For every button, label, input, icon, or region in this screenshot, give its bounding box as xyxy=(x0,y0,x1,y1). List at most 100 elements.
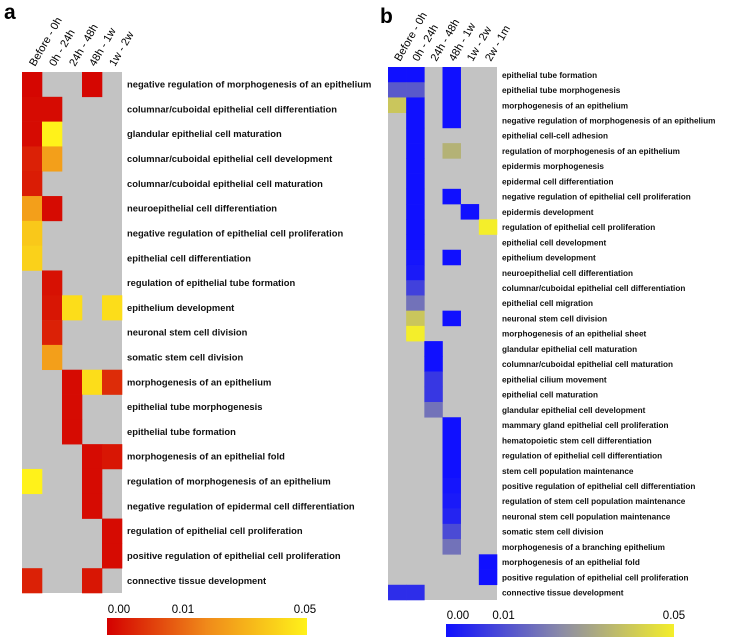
heatmap-cell xyxy=(478,554,498,570)
row-label: morphogenesis of an epithelial sheet xyxy=(502,330,646,339)
heatmap-cell xyxy=(406,310,425,327)
row-label: columnar/cuboidal epithelial cell matura… xyxy=(502,360,673,369)
heatmap-cell xyxy=(62,295,83,321)
heatmap-cell xyxy=(42,146,63,172)
heatmap-cell xyxy=(22,171,43,197)
heatmap-cell xyxy=(406,280,425,296)
legend-tick-label: 0.01 xyxy=(172,604,194,616)
row-label: positive regulation of epithelial cell p… xyxy=(502,573,689,582)
heatmap-cell xyxy=(460,204,480,220)
heatmap-cell xyxy=(62,369,83,395)
row-label: somatic stem cell division xyxy=(502,528,603,537)
heatmap-cell xyxy=(442,67,461,83)
heatmap-cell xyxy=(442,539,461,555)
heatmap-cell xyxy=(442,447,461,464)
row-label: epithelium development xyxy=(502,254,596,263)
heatmap-cell xyxy=(22,146,43,172)
heatmap-cell xyxy=(442,417,461,433)
row-label: epithelial cell migration xyxy=(502,299,593,308)
heatmap-cell xyxy=(442,432,461,449)
row-label: morphogenesis of an epithelial fold xyxy=(502,558,640,567)
row-label: epithelial cilium movement xyxy=(502,375,607,384)
row-label: negative regulation of epithelial cell p… xyxy=(502,193,691,202)
legend-tick-label: 0.05 xyxy=(663,610,685,622)
row-label: epithelial tube morphogenesis xyxy=(502,86,621,95)
heatmap-cell xyxy=(22,220,43,246)
row-label: epithelial tube formation xyxy=(127,426,236,437)
heatmap-cell xyxy=(406,249,425,266)
heatmap-cell xyxy=(102,444,123,470)
row-label: morphogenesis of a branching epithelium xyxy=(502,543,665,552)
row-label: columnar/cuboidal epithelial cell develo… xyxy=(127,153,332,164)
heatmap-cell xyxy=(82,493,103,519)
heatmap-cell xyxy=(22,72,43,98)
heatmap-cell xyxy=(442,112,461,129)
row-label: neuronal stem cell population maintenanc… xyxy=(502,512,671,521)
heatmap-cell xyxy=(82,72,103,98)
heatmap-cell xyxy=(442,310,461,327)
heatmap-cell xyxy=(406,67,425,83)
heatmap-cell xyxy=(406,188,425,205)
row-label: connective tissue development xyxy=(127,575,266,586)
heatmap-cell xyxy=(406,143,425,159)
heatmap-cell xyxy=(442,97,461,113)
heatmap-cell xyxy=(442,523,461,540)
heatmap-cell xyxy=(388,67,407,83)
panel-a-letter: a xyxy=(4,1,16,24)
heatmap-cell xyxy=(22,121,43,147)
row-label: regulation of epithelial cell proliferat… xyxy=(127,525,303,536)
heatmap-cell xyxy=(82,444,103,470)
heatmap-cell xyxy=(424,386,443,403)
row-label: epithelial tube morphogenesis xyxy=(127,401,262,412)
row-label: negative regulation of epidermal cell di… xyxy=(127,500,355,511)
row-label: somatic stem cell division xyxy=(127,352,243,363)
row-label: epithelial cell development xyxy=(502,238,606,247)
heatmap-cell xyxy=(42,320,63,346)
heatmap-cell xyxy=(388,97,407,113)
heatmap-cell xyxy=(22,468,43,495)
heatmap-cell xyxy=(102,369,123,395)
heatmap-cell xyxy=(406,219,425,235)
heatmap-cell xyxy=(22,568,43,594)
heatmap-cell xyxy=(406,204,425,220)
heatmap-cell xyxy=(388,82,407,98)
heatmap-cell xyxy=(478,569,498,586)
row-label: positive regulation of epithelial cell d… xyxy=(502,482,695,491)
row-label: epidermal cell differentiation xyxy=(502,177,613,186)
heatmap-cell xyxy=(42,96,63,122)
row-label: regulation of epithelial cell differenti… xyxy=(502,452,662,461)
heatmap-cell xyxy=(424,402,443,418)
row-label: neuronal stem cell division xyxy=(127,327,248,338)
legend-tick-label: 0.00 xyxy=(108,604,130,616)
row-label: positive regulation of epithelial cell p… xyxy=(127,550,341,561)
heatmap-cell xyxy=(42,344,63,371)
heatmap-cell xyxy=(42,295,63,321)
heatmap-cell xyxy=(406,264,425,281)
heatmap-cell xyxy=(388,584,407,601)
heatmap-cell xyxy=(22,96,43,122)
row-label: regulation of morphogenesis of an epithe… xyxy=(127,476,331,487)
heatmap-cell xyxy=(82,369,103,395)
row-label: neuroepithelial cell differentiation xyxy=(502,269,633,278)
heatmap-cell xyxy=(42,196,63,222)
row-label: columnar/cuboidal epithelial cell differ… xyxy=(127,103,337,114)
heatmap-cell xyxy=(102,543,123,569)
heatmap-cell xyxy=(406,97,425,113)
heatmap-cell xyxy=(442,462,461,479)
row-label: glandular epithelial cell development xyxy=(502,406,646,415)
row-label: epithelium development xyxy=(127,302,234,313)
row-label: morphogenesis of an epithelium xyxy=(127,376,271,387)
heatmap-cell xyxy=(442,249,461,266)
row-label: connective tissue development xyxy=(502,589,624,598)
heatmap-cell xyxy=(442,478,461,494)
heatmap-cell xyxy=(424,371,443,388)
row-label: negative regulation of morphogenesis of … xyxy=(502,117,715,126)
heatmap-cell xyxy=(424,356,443,372)
row-label: mammary gland epithelial cell proliferat… xyxy=(502,421,669,430)
heatmap-cell xyxy=(406,173,425,190)
row-label: epithelial cell differentiation xyxy=(127,252,251,263)
heatmap-cell xyxy=(102,295,123,321)
legend-tick-label: 0.01 xyxy=(492,610,514,622)
row-label: regulation of epithelial tube formation xyxy=(127,277,296,288)
